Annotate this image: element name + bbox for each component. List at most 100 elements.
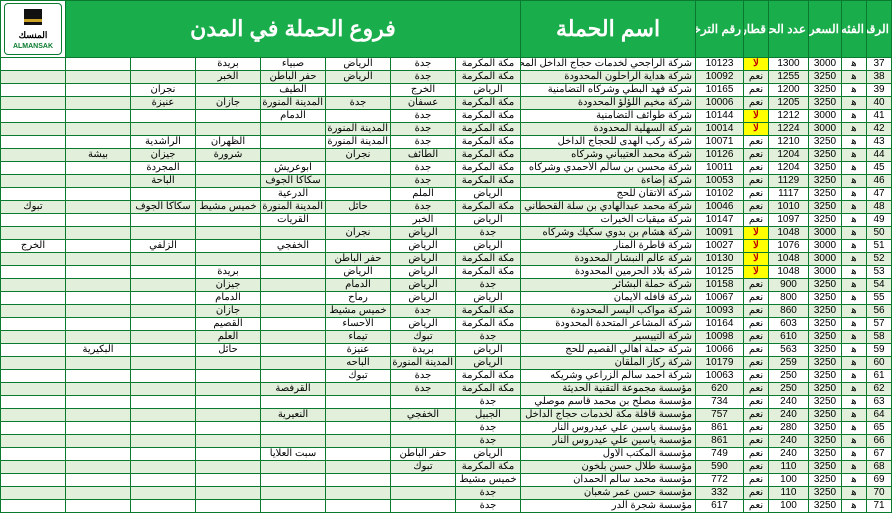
cell-name: شركة قاطرة المنار [521, 240, 696, 253]
cell-branch: الرياض [456, 292, 521, 305]
cell-branch: الرياض [456, 214, 521, 227]
cell-branch [326, 422, 391, 435]
cell-haj: 1212 [769, 110, 809, 123]
cell-name: شركة قافله الايمان [521, 292, 696, 305]
cell-branch [196, 448, 261, 461]
table-row: 45ﻫ32501204نعم10011شركة محسن بن سالم الأ… [1, 162, 892, 175]
cell-branch [196, 409, 261, 422]
cell-cat: ﻫ [842, 253, 867, 266]
cell-price: 3250 [809, 136, 842, 149]
cell-branch: الجبيل [456, 409, 521, 422]
cell-lic: 10014 [696, 123, 744, 136]
cell-train: لا [744, 227, 769, 240]
cell-branch [131, 331, 196, 344]
cell-train: نعم [744, 201, 769, 214]
cell-idx: 67 [867, 448, 892, 461]
cell-cat: ﻫ [842, 162, 867, 175]
cell-haj: 860 [769, 305, 809, 318]
cell-branch [66, 84, 131, 97]
cell-cat: ﻫ [842, 318, 867, 331]
table-row: 64ﻫ3250240نعم757مؤسسة قافلة مكة لخدمات ح… [1, 409, 892, 422]
cell-branch [326, 188, 391, 201]
cell-idx: 71 [867, 500, 892, 513]
cell-train: نعم [744, 461, 769, 474]
cell-branch [261, 422, 326, 435]
cell-name: شركة ركاز الملقان [521, 357, 696, 370]
cell-branch [326, 240, 391, 253]
cell-branch [131, 253, 196, 266]
cell-name: شركة عالم النبشار المحدودة [521, 253, 696, 266]
cell-branch: الخفجي [261, 240, 326, 253]
cell-name: شركة السهلية المحدودة [521, 123, 696, 136]
cell-haj: 1210 [769, 136, 809, 149]
cell-haj: 610 [769, 331, 809, 344]
cell-idx: 40 [867, 97, 892, 110]
cell-name: شركة بلاد الحرمين المحدودة [521, 266, 696, 279]
cell-branch: مكة المكرمة [456, 123, 521, 136]
cell-train: نعم [744, 344, 769, 357]
cell-branch [261, 136, 326, 149]
cell-name: شركة التييسير [521, 331, 696, 344]
cell-branch: مكة المكرمة [456, 318, 521, 331]
cell-branch [261, 149, 326, 162]
cell-branch: الظهران [196, 136, 261, 149]
cell-branch: مكة المكرمة [456, 370, 521, 383]
cell-branch: نجران [326, 227, 391, 240]
cell-name: شركة محسن بن سالم الأحمدي وشركاه [521, 162, 696, 175]
cell-price: 3250 [809, 162, 842, 175]
cell-branch [196, 162, 261, 175]
cell-lic: 10011 [696, 162, 744, 175]
cell-branch: جدة [391, 136, 456, 149]
table-row: 40ﻫ32501205نعم10006شركة مخيم اللؤلؤ المح… [1, 97, 892, 110]
cell-branch: المدينة المنورة [261, 97, 326, 110]
cell-branch [66, 448, 131, 461]
cell-name: شركة هداية الراحلون المحدودة [521, 71, 696, 84]
cell-cat: ﻫ [842, 292, 867, 305]
cell-branch [66, 487, 131, 500]
cell-branch: مكة المكرمة [456, 461, 521, 474]
cell-name: شركة حملة البشائر [521, 279, 696, 292]
cell-branch: جدة [391, 370, 456, 383]
table-row: 67ﻫ3250240نعم749مؤسسة المكتب الاولالرياض… [1, 448, 892, 461]
cell-branch [1, 487, 66, 500]
cell-cat: ﻫ [842, 240, 867, 253]
cell-branch: الخفجي [391, 409, 456, 422]
cell-branch: جدة [391, 162, 456, 175]
cell-branch [391, 487, 456, 500]
cell-branch: القرفصة [261, 383, 326, 396]
cell-branch: حفر الباطن [326, 253, 391, 266]
cell-branch [66, 110, 131, 123]
cell-branch: مكة المكرمة [456, 58, 521, 71]
cell-name: مؤسسة محمد سالم الحمدان [521, 474, 696, 487]
cell-branch [1, 97, 66, 110]
cell-name: مؤسسة مصلح بن محمد قاسم موصلي [521, 396, 696, 409]
table-row: 51ﻫ30001076لا10027شركة قاطرة المنارالريا… [1, 240, 892, 253]
cell-branch [66, 188, 131, 201]
cell-train: نعم [744, 149, 769, 162]
col-cat: الفئه [842, 1, 867, 58]
col-idx: الرقم [867, 1, 892, 58]
cell-train: نعم [744, 97, 769, 110]
cell-branch: جدة [456, 435, 521, 448]
cell-lic: 10066 [696, 344, 744, 357]
cell-branch [131, 422, 196, 435]
cell-train: نعم [744, 487, 769, 500]
cell-lic: 620 [696, 383, 744, 396]
cell-branch: نجران [131, 84, 196, 97]
cell-branch: بريدة [196, 266, 261, 279]
cell-price: 3250 [809, 474, 842, 487]
cell-branch: الباحة [131, 175, 196, 188]
cell-branch [1, 422, 66, 435]
cell-branch [196, 123, 261, 136]
cell-price: 3250 [809, 318, 842, 331]
cell-branch [66, 422, 131, 435]
cell-price: 3250 [809, 71, 842, 84]
cell-branch: جدة [391, 383, 456, 396]
cell-branch [1, 110, 66, 123]
cell-branch: الخبر [391, 214, 456, 227]
cell-cat: ﻫ [842, 383, 867, 396]
cell-name: شركة حملة اهالي القصيم للحج [521, 344, 696, 357]
cell-haj: 100 [769, 500, 809, 513]
cell-branch: الرياض [456, 357, 521, 370]
cell-branch [196, 175, 261, 188]
